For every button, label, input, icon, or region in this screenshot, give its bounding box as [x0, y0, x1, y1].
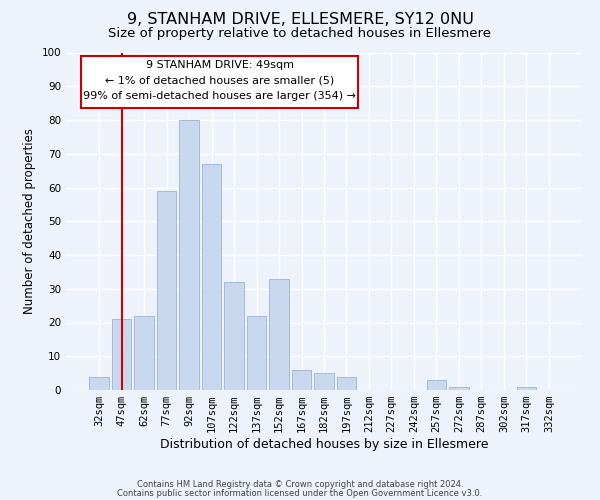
X-axis label: Distribution of detached houses by size in Ellesmere: Distribution of detached houses by size … — [160, 438, 488, 451]
Bar — [202, 164, 221, 390]
Bar — [224, 282, 244, 390]
Text: 99% of semi-detached houses are larger (354) →: 99% of semi-detached houses are larger (… — [83, 92, 356, 102]
Text: 9 STANHAM DRIVE: 49sqm: 9 STANHAM DRIVE: 49sqm — [146, 60, 293, 70]
Bar — [157, 191, 176, 390]
Bar — [517, 386, 536, 390]
Bar — [337, 376, 356, 390]
Text: Contains HM Land Registry data © Crown copyright and database right 2024.: Contains HM Land Registry data © Crown c… — [137, 480, 463, 489]
Bar — [269, 278, 289, 390]
Bar — [427, 380, 446, 390]
Text: Size of property relative to detached houses in Ellesmere: Size of property relative to detached ho… — [109, 28, 491, 40]
Text: ← 1% of detached houses are smaller (5): ← 1% of detached houses are smaller (5) — [105, 76, 334, 86]
Bar — [292, 370, 311, 390]
Bar — [89, 376, 109, 390]
Bar — [314, 373, 334, 390]
Bar — [179, 120, 199, 390]
Bar — [112, 319, 131, 390]
Y-axis label: Number of detached properties: Number of detached properties — [23, 128, 36, 314]
Text: 9, STANHAM DRIVE, ELLESMERE, SY12 0NU: 9, STANHAM DRIVE, ELLESMERE, SY12 0NU — [127, 12, 473, 28]
Bar — [247, 316, 266, 390]
Bar — [134, 316, 154, 390]
Text: Contains public sector information licensed under the Open Government Licence v3: Contains public sector information licen… — [118, 489, 482, 498]
FancyBboxPatch shape — [82, 56, 358, 108]
Bar — [449, 386, 469, 390]
